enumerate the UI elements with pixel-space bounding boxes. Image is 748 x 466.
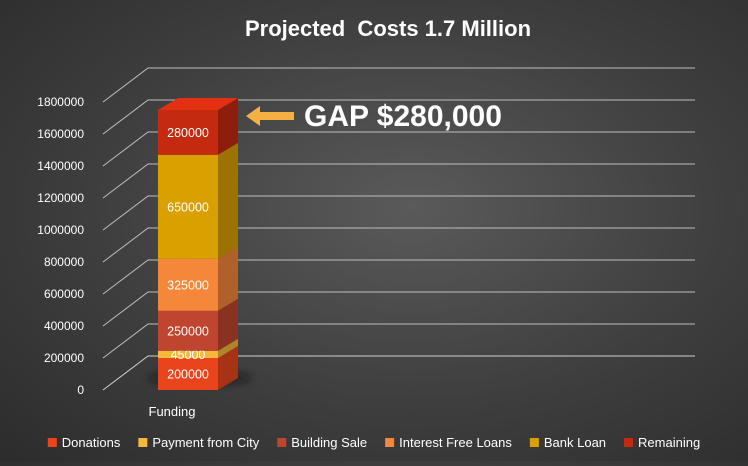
bar-segment: 45000 [158, 338, 238, 362]
arrow-icon [246, 106, 294, 126]
bar-side [218, 338, 238, 358]
y-tick-label: 1200000 [37, 191, 84, 205]
legend-item: Remaining [624, 435, 700, 450]
data-label: 250000 [167, 324, 209, 338]
data-label: 280000 [167, 126, 209, 140]
bar-segment: 250000 [158, 298, 238, 351]
legend-swatch [138, 438, 148, 447]
bar-segment: 200000 [158, 346, 238, 390]
gridlines [102, 67, 695, 391]
chart-title: Projected Costs 1.7 Million [245, 16, 531, 41]
bar-side [218, 346, 238, 390]
legend-swatch [624, 438, 634, 447]
legend-swatch [385, 438, 395, 447]
legend-label: Building Sale [291, 435, 367, 450]
y-tick-label: 1800000 [37, 95, 84, 109]
legend-label: Interest Free Loans [399, 435, 512, 450]
data-label: 650000 [167, 200, 209, 214]
bars: 200000 45000 250000 325000 650000 280000 [158, 98, 238, 390]
bar-side [218, 98, 238, 155]
gridline [102, 259, 695, 295]
gridline [102, 195, 695, 231]
y-tick-label: 1400000 [37, 159, 84, 173]
legend-item: Bank Loan [529, 435, 606, 450]
bar-segment: 650000 [158, 142, 238, 259]
gridline [102, 163, 695, 199]
gridline [102, 99, 695, 135]
legend-item: Payment from City [138, 435, 260, 450]
y-tick-label: 600000 [44, 287, 84, 301]
legend-swatch [47, 438, 57, 447]
legend-label: Donations [62, 435, 121, 450]
bar-front [158, 110, 218, 155]
y-tick-label: 800000 [44, 255, 84, 269]
legend-swatch [277, 438, 287, 447]
bar-front [158, 258, 218, 311]
bar-side [218, 142, 238, 259]
bar-side [218, 298, 238, 351]
x-tick-label: Funding [149, 404, 196, 419]
y-tick-label: 400000 [44, 319, 84, 333]
data-label: 325000 [167, 278, 209, 292]
legend-swatch [529, 438, 539, 447]
gridline [102, 67, 695, 103]
legend-item: Donations [47, 435, 121, 450]
bar-front [158, 154, 218, 259]
y-tick-label: 1000000 [37, 223, 84, 237]
y-tick-label: 200000 [44, 351, 84, 365]
data-label: 200000 [167, 368, 209, 382]
gridline [102, 227, 695, 263]
legend-item: Building Sale [277, 435, 367, 450]
x-axis: Funding [149, 404, 196, 419]
bar-segment: 325000 [158, 246, 238, 311]
data-label: 45000 [171, 348, 206, 362]
y-tick-label: 1600000 [37, 127, 84, 141]
bar-front [158, 350, 218, 358]
gridline [102, 355, 695, 391]
bar-segment: 280000 [158, 98, 238, 155]
y-axis: 0 200000 400000 600000 800000 1000000 1200000 1… [37, 95, 84, 397]
y-tick-label: 0 [77, 383, 84, 397]
bar-front [158, 310, 218, 351]
gridline [102, 323, 695, 359]
annotation-text: GAP $280,000 [304, 100, 502, 133]
legend-label: Bank Loan [544, 435, 606, 450]
bar-top [158, 98, 238, 110]
legend-label: Payment from City [152, 435, 259, 450]
gap-annotation: GAP $280,000 [246, 100, 502, 133]
bar-front [158, 358, 218, 390]
legend: Donations Payment from City Building Sale I… [47, 435, 700, 450]
bar-side [218, 246, 238, 311]
legend-item: Interest Free Loans [385, 435, 512, 450]
gridline [102, 291, 695, 327]
legend-label: Remaining [638, 435, 700, 450]
gridline [102, 131, 695, 167]
